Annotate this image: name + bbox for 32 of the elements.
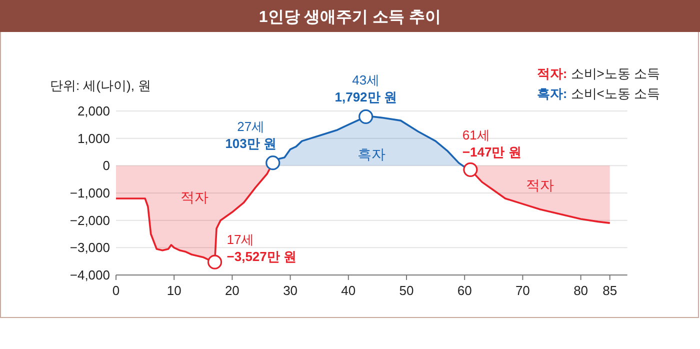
y-tick-label: −4,000 bbox=[70, 268, 110, 282]
y-tick-label: 0 bbox=[102, 158, 110, 174]
text: 적자: 소비>노동 소득 bbox=[536, 66, 660, 81]
text: 흑자: 소비<노동 소득 bbox=[536, 86, 660, 101]
point bbox=[207, 254, 222, 270]
y-tick-label: −3,000 bbox=[70, 240, 110, 256]
x-tick-label: 10 bbox=[166, 283, 182, 298]
y-axis-title: 단위: 세(나이), 원 bbox=[50, 78, 152, 93]
x-tick-label: 70 bbox=[515, 283, 530, 298]
x-tick-label: 50 bbox=[399, 283, 414, 298]
point bbox=[266, 156, 280, 170]
y-tick-label: −2,000 bbox=[70, 212, 110, 228]
series-label: 흑자 bbox=[358, 146, 386, 162]
x-tick-label: 80 bbox=[574, 283, 588, 298]
y-tick-label: 1,000 bbox=[77, 130, 110, 146]
y-tick-label: −1,000 bbox=[70, 186, 110, 200]
x-tick-label: 0 bbox=[112, 283, 120, 298]
annotation: 61세 −147만 원 bbox=[462, 128, 522, 160]
annotation: 43세 1,792만 원 bbox=[334, 72, 397, 105]
annotation: 27세 103만 원 bbox=[225, 118, 277, 151]
annotation: 17세 −3,527만 원 bbox=[226, 232, 297, 264]
x-tick-label: 40 bbox=[341, 283, 356, 298]
point bbox=[463, 162, 478, 177]
point bbox=[358, 109, 374, 124]
chart-title: 1인당 생애주기 소득 추이 bbox=[258, 9, 442, 26]
x-tick-label: 20 bbox=[224, 283, 240, 298]
series-label: 적자 bbox=[526, 176, 554, 193]
series-label: 적자 bbox=[180, 189, 208, 206]
x-tick-label: 85 bbox=[602, 283, 618, 298]
x-tick-label: 30 bbox=[283, 283, 298, 298]
y-tick-label: 2,000 bbox=[77, 104, 110, 118]
x-tick-label: 60 bbox=[457, 283, 472, 298]
